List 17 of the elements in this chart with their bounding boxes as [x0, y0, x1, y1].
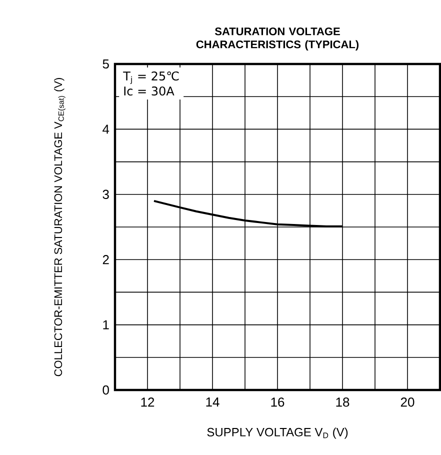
- annotation: T$_{j}$ = 25℃: [123, 71, 179, 84]
- y-tick-label: 1: [103, 320, 109, 330]
- x-tick-label: 16: [271, 398, 284, 407]
- x-tick-label: 12: [141, 398, 154, 407]
- x-tick-label: 18: [336, 398, 350, 407]
- y-axis-title: COLLECTOR-EMITTER SATURATION VOLTAGE V$_{CE(sat)}$ (V): [54, 78, 66, 376]
- chart-title: SATURATION VOLTAGE CHARACTERISTICS (TYPICAL): [196, 28, 358, 50]
- y-tick-label: 2: [102, 255, 109, 264]
- line-series: [152, 200, 344, 228]
- y-tick-label: 5: [102, 59, 109, 69]
- y-tick-label: 4: [102, 124, 110, 134]
- x-axis-title: SUPPLY VOLTAGE V$_{D}$ (V): [207, 428, 348, 439]
- x-tick-label: 20: [400, 398, 414, 407]
- y-tick-label: 0: [102, 385, 109, 395]
- annotation: Ic = 30A: [124, 86, 174, 96]
- x-tick-label: 14: [206, 398, 220, 406]
- y-tick-label: 3: [102, 190, 109, 199]
